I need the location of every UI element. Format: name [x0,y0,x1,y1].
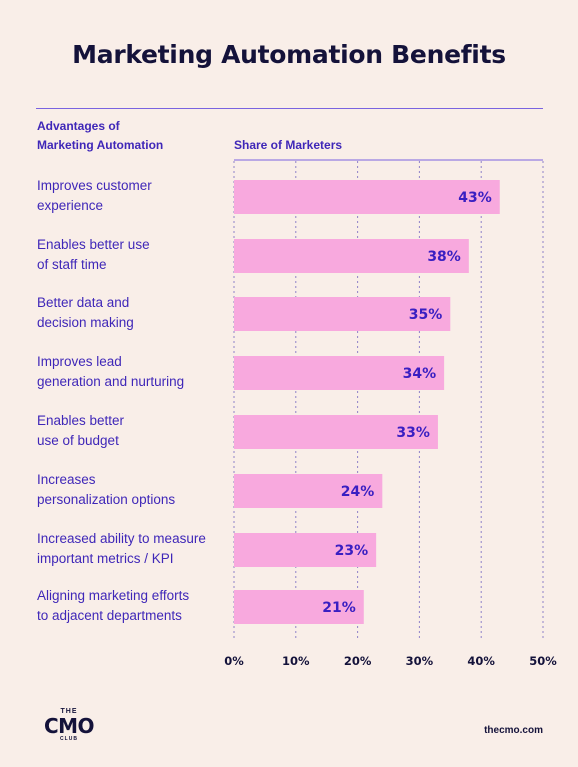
category-label-line: Increased ability to measure [37,531,206,546]
cmo-club-logo: THE CMO CLUB [38,708,100,742]
bar-value-label: 35% [409,307,443,323]
category-label-line: Enables better use [37,237,150,252]
bar [234,297,451,331]
bar [234,415,438,449]
category-label: Improves lead generation and nurturing [37,352,227,392]
category-label-line: Better data and [37,295,130,310]
category-label: Increases personalization options [37,470,227,510]
x-tick-label: 30% [406,654,434,668]
bar [234,239,469,273]
bar-value-label: 33% [396,425,430,441]
category-label-line: personalization options [37,492,176,507]
category-label: Improves customer experience [37,176,227,216]
chart-title: Marketing Automation Benefits [72,40,506,69]
header-divider [36,108,543,109]
category-label-line: important metrics / KPI [37,551,174,566]
logo-club-text: CLUB [60,736,78,742]
bar [234,533,377,567]
bar-value-label: 24% [341,484,375,500]
category-header-line: Advantages of [37,119,120,133]
bar-value-label: 34% [403,366,437,382]
bar [234,590,364,624]
category-label-line: of staff time [37,257,107,272]
bar-value-label: 21% [322,600,356,616]
category-label-line: Enables better [37,413,125,428]
category-label-line: Increases [37,472,96,487]
category-label-line: Improves lead [37,354,122,369]
site-url: thecmo.com [484,725,543,736]
category-label: Better data and decision making [37,293,227,333]
category-column-header: Advantages of Marketing Automation [37,117,217,155]
x-tick-label: 0% [224,654,244,668]
bar-value-label: 38% [427,249,461,265]
value-column-header: Share of Marketers [234,138,343,152]
x-tick-label: 20% [344,654,372,668]
x-tick-label: 10% [282,654,310,668]
category-label: Enables better use of staff time [37,235,227,275]
category-label-line: use of budget [37,433,119,448]
category-label-line: experience [37,198,104,213]
category-header-line: Marketing Automation [37,138,164,152]
bar-value-label: 23% [335,543,369,559]
bar [234,356,445,390]
logo-main-text: CMO [43,714,95,738]
bar-value-label: 43% [458,190,492,206]
category-label: Enables better use of budget [37,411,227,451]
x-tick-label: 40% [467,654,495,668]
x-tick-label: 50% [529,654,557,668]
category-label: Increased ability to measure important me… [37,529,227,569]
bar [234,474,383,508]
category-label: Aligning marketing efforts to adjacent de… [37,586,227,626]
category-label-line: decision making [37,315,134,330]
category-label-line: to adjacent departments [37,608,182,623]
bar [234,180,500,214]
logo-the-text: THE [60,708,78,715]
category-label-line: Aligning marketing efforts [37,588,190,603]
category-label-line: Improves customer [37,178,152,193]
category-label-line: generation and nurturing [37,374,185,389]
